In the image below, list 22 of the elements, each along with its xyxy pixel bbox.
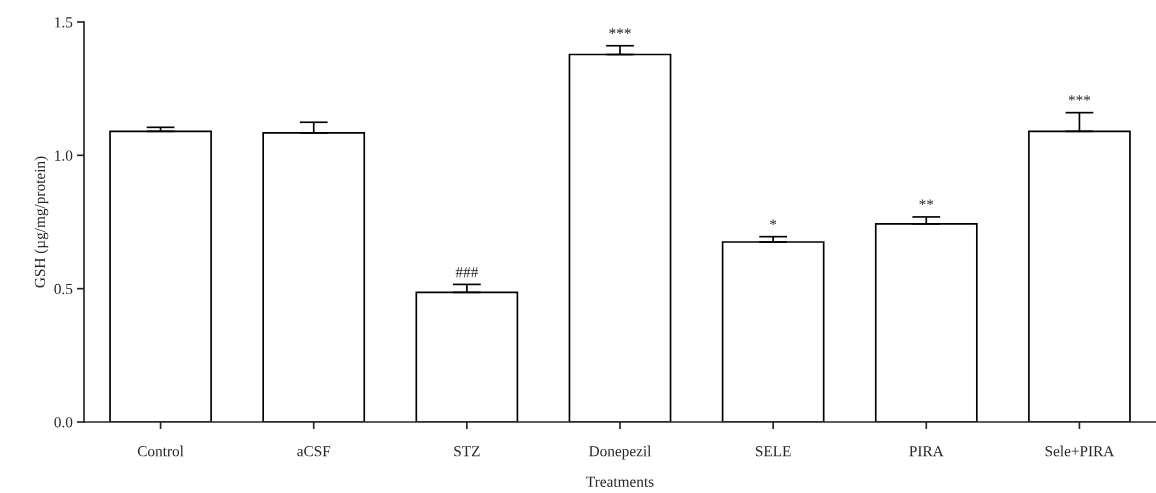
annotation: *** — [1068, 95, 1091, 101]
x-tick-label: aCSF — [297, 446, 331, 457]
y-tick-label: 0.5 — [54, 283, 73, 295]
bar — [721, 241, 825, 422]
y-tick-label: 1.5 — [55, 17, 73, 28]
y-tick-label: 0.0 — [54, 417, 73, 428]
x-axis-title: Treatments — [586, 476, 654, 487]
annotation: * — [770, 219, 777, 226]
annotation: ### — [455, 267, 479, 278]
bar — [874, 223, 978, 422]
x-tick-label: Control — [137, 445, 184, 457]
annotation: ** — [919, 199, 934, 206]
x-tick-label: Donepezil — [589, 445, 652, 460]
x-tick-label: Sele+PIRA — [1045, 445, 1115, 457]
y-axis-title: GSH (µg/mg/protein) — [34, 156, 49, 288]
x-tick-label: SELE — [755, 446, 791, 457]
annotation: *** — [609, 28, 631, 34]
y-tick-label: 1.0 — [55, 150, 73, 161]
bar — [109, 130, 212, 422]
x-tick-label: PIRA — [909, 446, 944, 457]
x-tick-label: STZ — [454, 446, 480, 457]
bar — [262, 132, 366, 422]
